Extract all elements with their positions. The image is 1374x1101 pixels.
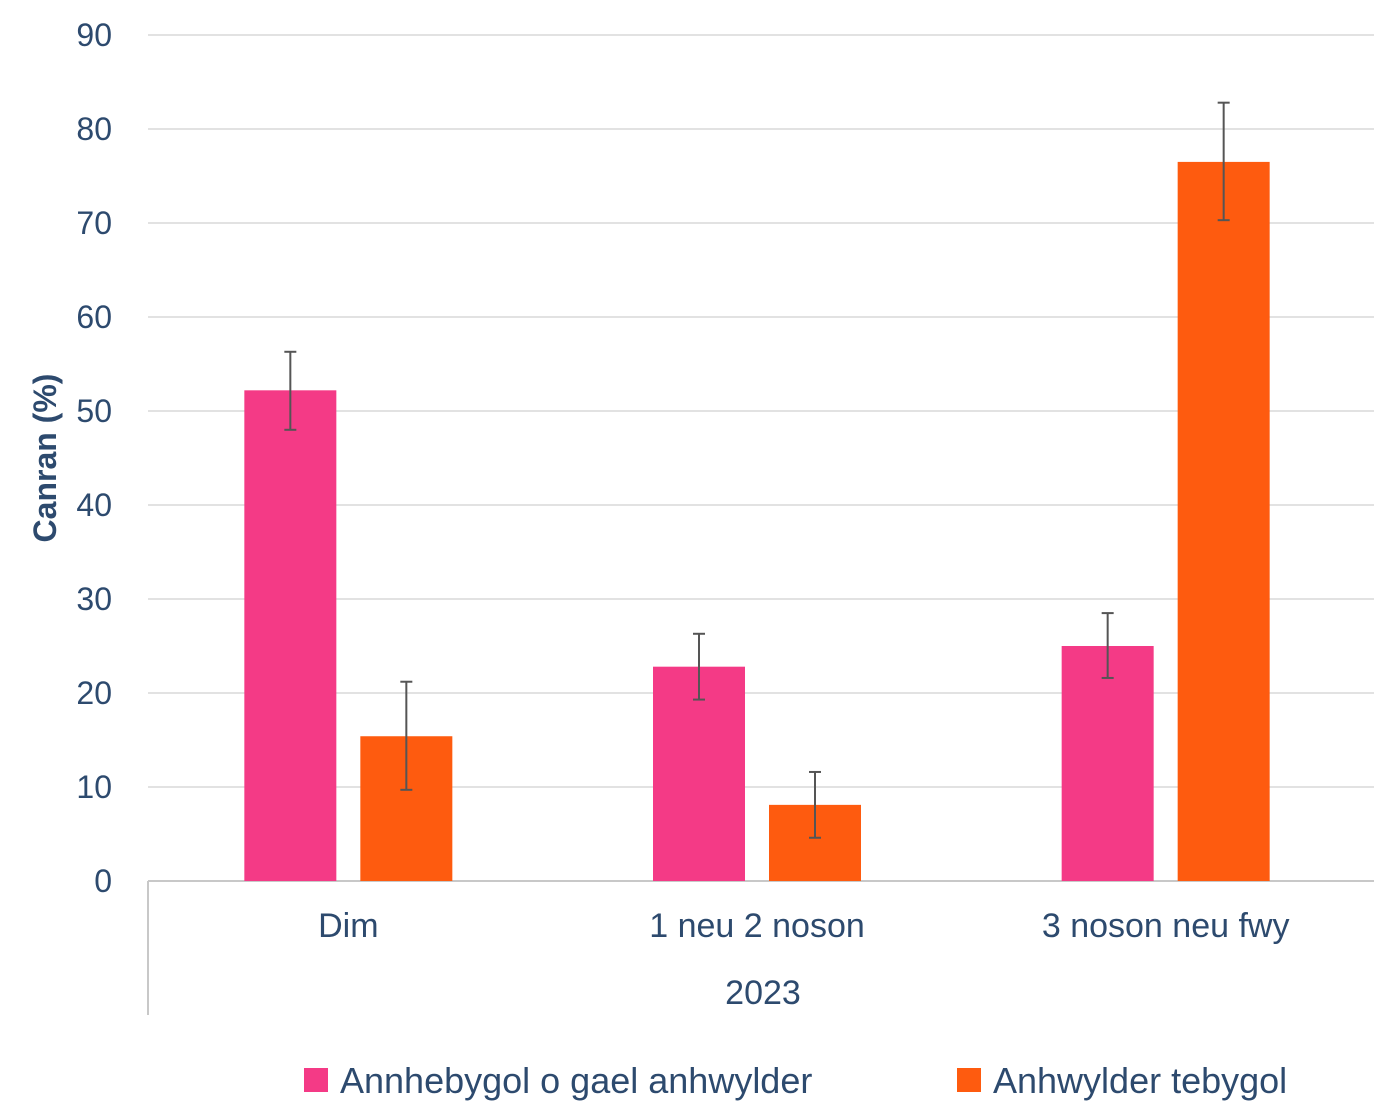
y-tick-label: 50	[76, 393, 112, 429]
y-tick-label: 60	[76, 299, 112, 335]
gridlines	[148, 34, 1374, 788]
y-tick-label: 10	[76, 769, 112, 805]
error-bars	[284, 101, 1230, 839]
y-tick-label: 70	[76, 205, 112, 241]
bar-annhebygol-2	[1061, 646, 1154, 881]
x-tick-label: 3 noson neu fwy	[1042, 907, 1290, 945]
y-tick-label: 40	[76, 487, 112, 523]
bar-annhebygol-1	[653, 666, 745, 881]
legend-swatch	[304, 1068, 328, 1092]
axes	[147, 880, 1374, 1015]
bar-annhebygol-0	[244, 390, 337, 881]
bar-anhwylder-2	[1177, 161, 1270, 881]
legend-label: Anhwylder tebygol	[993, 1060, 1287, 1101]
x-tick-label: 1 neu 2 noson	[649, 907, 865, 945]
y-tick-label: 30	[76, 581, 112, 617]
y-tick-label: 20	[76, 675, 112, 711]
legend-label: Annhebygol o gael anhwylder	[340, 1060, 812, 1101]
y-axis-label: Canran (%)	[27, 374, 63, 543]
legend: Annhebygol o gael anhwylder Anhwylder teb…	[304, 1060, 1287, 1101]
y-tick-label: 90	[76, 17, 112, 53]
x-tick-label: Dim	[318, 907, 378, 945]
x-axis-group-label: 2023	[725, 974, 801, 1012]
legend-swatch	[957, 1068, 981, 1092]
y-tick-label: 0	[94, 863, 112, 899]
bars	[244, 161, 1270, 881]
labels: 0 10 20 30 40 50 60 70 80 90 Dim 1 neu 2 noson 3 nos…	[76, 17, 1289, 945]
y-tick-label: 80	[76, 111, 112, 147]
